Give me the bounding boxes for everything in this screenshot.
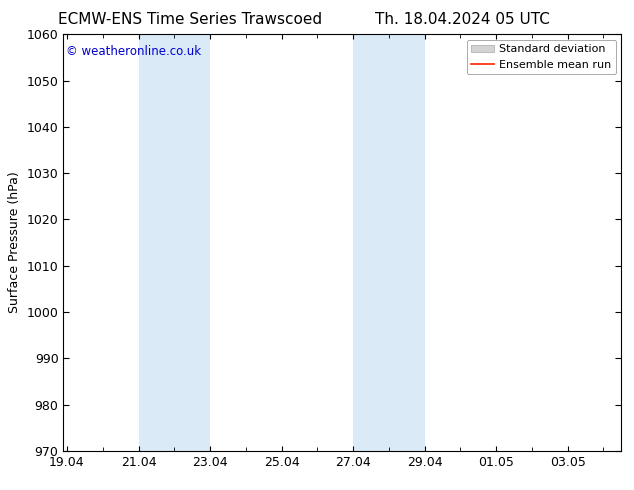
Text: © weatheronline.co.uk: © weatheronline.co.uk: [66, 45, 202, 58]
Text: ECMW-ENS Time Series Trawscoed: ECMW-ENS Time Series Trawscoed: [58, 12, 322, 27]
Title: ECMW-ENS Time Series Trawscoed      Th. 18.04.2024 05 UTC: ECMW-ENS Time Series Trawscoed Th. 18.04…: [0, 489, 1, 490]
Y-axis label: Surface Pressure (hPa): Surface Pressure (hPa): [8, 172, 21, 314]
Text: Th. 18.04.2024 05 UTC: Th. 18.04.2024 05 UTC: [375, 12, 550, 27]
Bar: [353, 34, 425, 451]
Legend: Standard deviation, Ensemble mean run: Standard deviation, Ensemble mean run: [467, 40, 616, 74]
Bar: [138, 34, 210, 451]
